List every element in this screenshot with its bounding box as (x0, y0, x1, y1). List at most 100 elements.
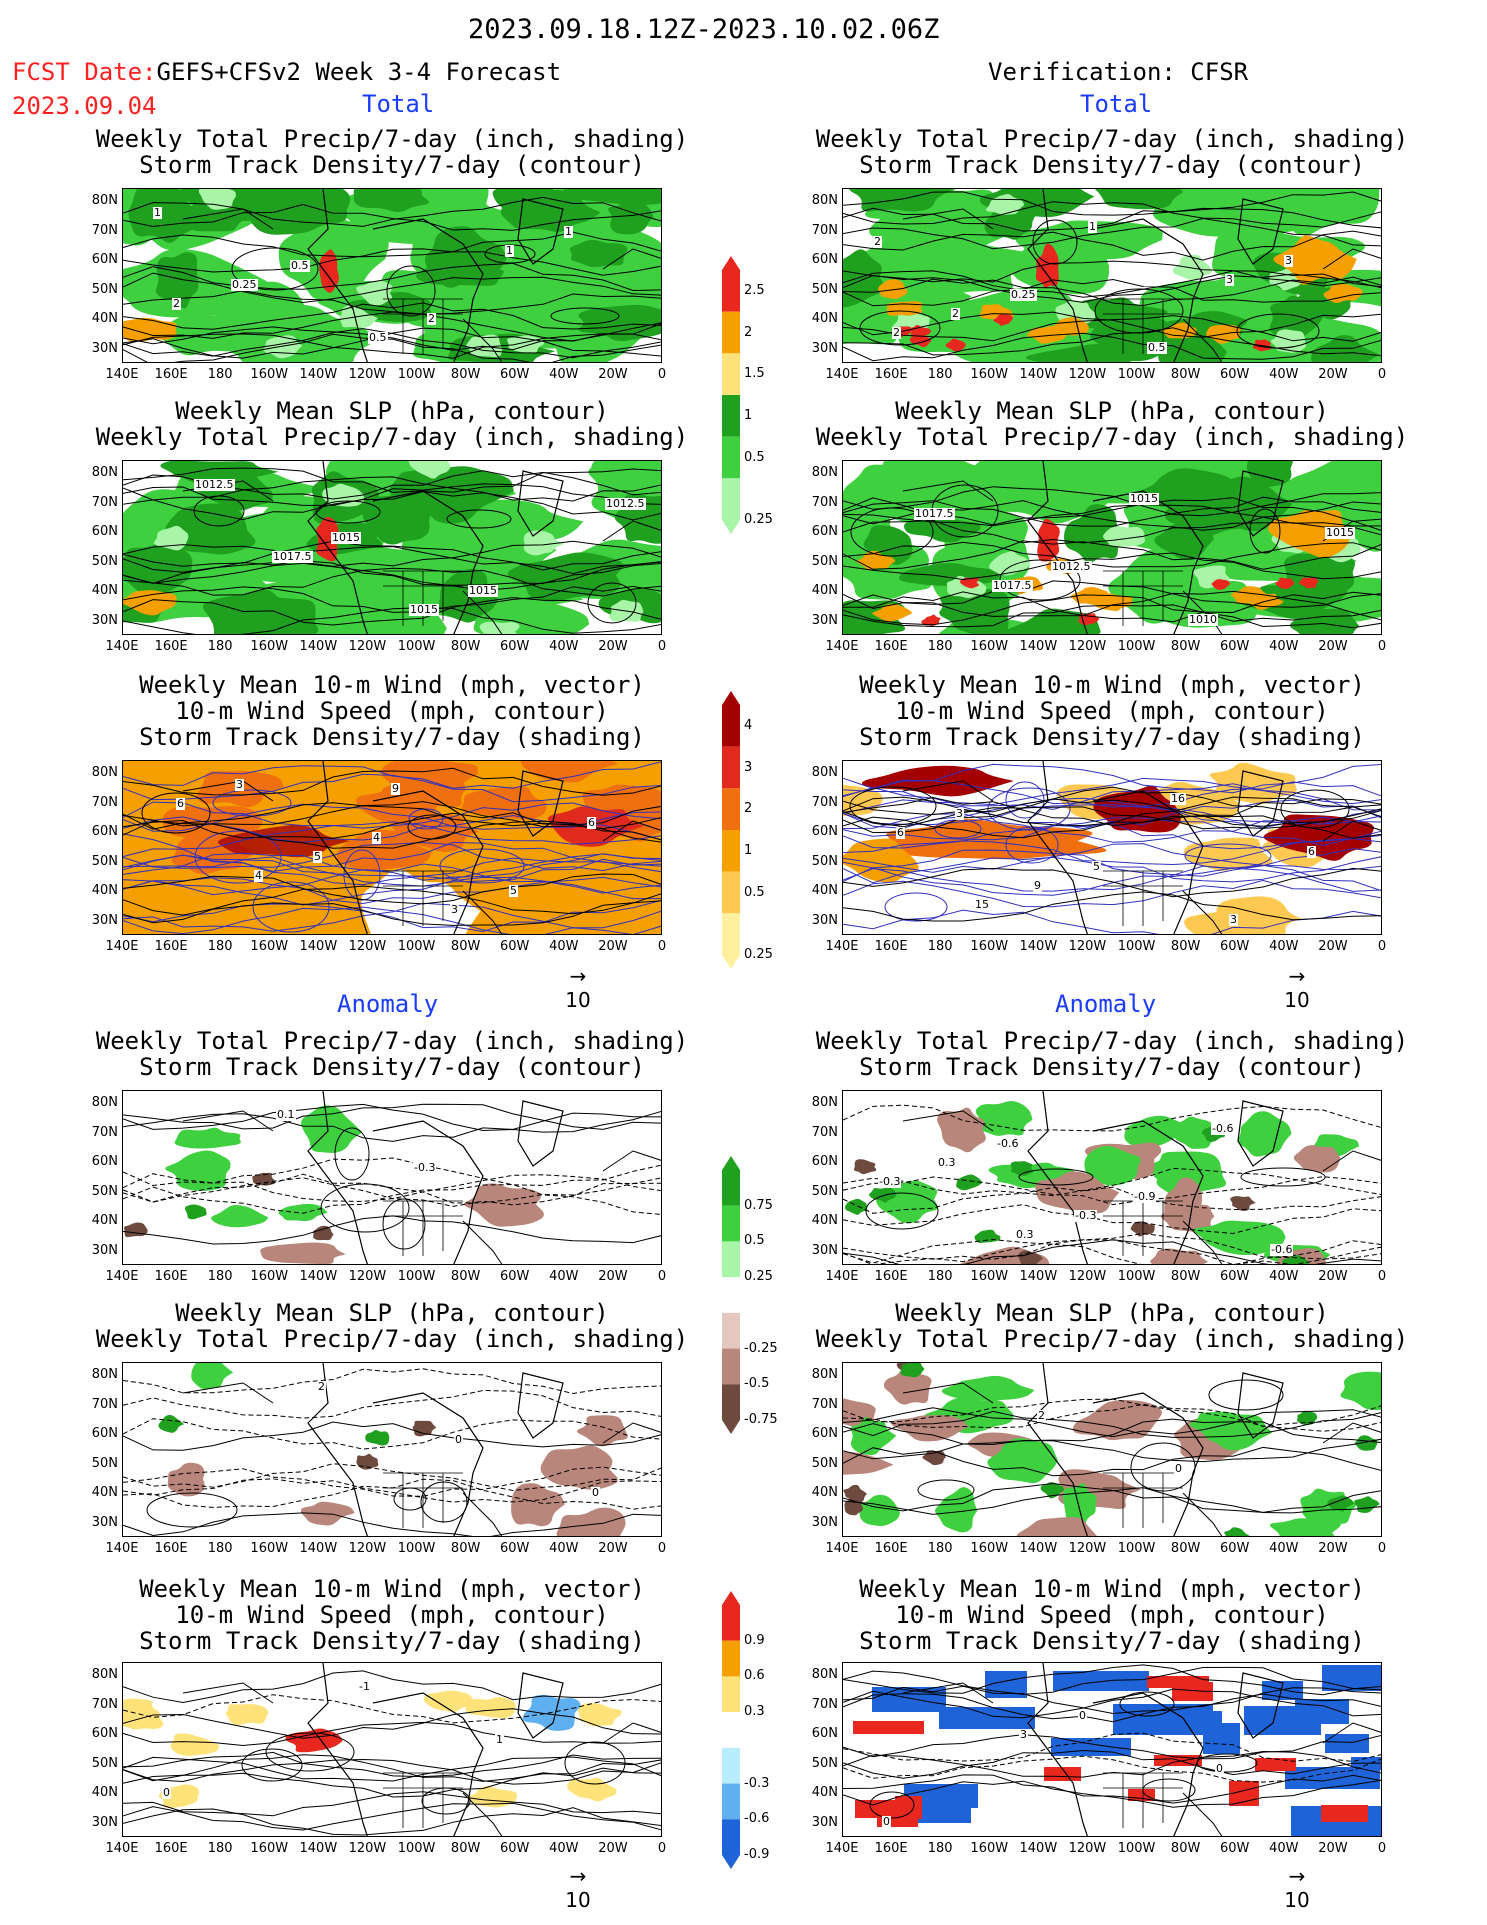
verification-wind_storm-title-line-3: Storm Track Density/7-day (shading) (859, 723, 1365, 751)
lat-label: 60N (811, 252, 838, 267)
contour-label: 0.5 (1147, 341, 1167, 354)
lon-label: 20W (1318, 1269, 1348, 1284)
verification-anom_slp-title-line-1: Weekly Mean SLP (hPa, contour) (895, 1299, 1329, 1327)
verification-slp_precip-title-line-1: Weekly Mean SLP (hPa, contour) (895, 397, 1329, 425)
lat-label: 40N (811, 1213, 838, 1228)
lon-label: 80W (1170, 939, 1201, 954)
colorbar-label: 1 (744, 407, 753, 423)
lon-label: 80W (1170, 1841, 1201, 1856)
lat-label: 40N (91, 1785, 118, 1800)
forecast-precip_storm-title-line-1: Weekly Total Precip/7-day (inch, shading… (95, 125, 689, 153)
lon-label: 140E (825, 639, 859, 654)
lat-label: 70N (811, 222, 838, 238)
lat-label: 30N (811, 912, 838, 928)
verification-anom_wind-title-line-2: 10-m Wind Speed (mph, contour) (895, 1601, 1329, 1629)
lon-label: 60W (1220, 939, 1250, 954)
lat-label: 60N (91, 1726, 118, 1741)
colorbar-label: 4 (744, 717, 753, 733)
contour-label: 16 (1170, 792, 1186, 805)
lon-label: 0 (657, 367, 667, 382)
lon-label: 160W (970, 639, 1009, 654)
lon-label: 80W (450, 939, 481, 954)
colorbar-precip_total (722, 256, 740, 534)
contour-label: 6 (896, 826, 905, 839)
lon-label: 120W (348, 1541, 387, 1556)
lon-label: 20W (1318, 639, 1348, 654)
lon-label: 160E (874, 1269, 908, 1284)
colorbar-label: 0.5 (744, 1233, 765, 1249)
forecast-precip_storm-map: 1 0.5 2 1 0.25 0.5 1 2 (122, 188, 662, 363)
lon-label: 160W (250, 367, 289, 382)
lon-label: 0 (1377, 1269, 1387, 1284)
lat-label: 50N (91, 1455, 118, 1471)
lon-label: 80W (1170, 1269, 1201, 1284)
contour-label: 0 (591, 1486, 600, 1499)
lat-label: 60N (811, 524, 838, 539)
contour-label: -0.3 (878, 1175, 902, 1188)
contour-label: 3 (1229, 913, 1238, 926)
forecast-anom_wind-map: -1 1 0 (122, 1662, 662, 1837)
lon-label: 120W (348, 939, 387, 954)
forecast-anom_precip-title-line-2: Storm Track Density/7-day (contour) (139, 1053, 645, 1081)
forecast-slp_precip-map: 1012.5 1015 1015 1012.5 1017.5 1015 (122, 460, 662, 635)
contour-label: 3 (1019, 1728, 1028, 1741)
lon-label: 180 (207, 639, 233, 654)
lon-label: 40W (549, 1841, 579, 1856)
lon-label: 140W (1019, 1841, 1058, 1856)
lon-label: 160E (874, 639, 908, 654)
contour-label: 2 (172, 297, 181, 310)
lon-label: 60W (1220, 639, 1250, 654)
lat-label: 80N (811, 465, 838, 480)
section-total-left: Total (362, 90, 435, 118)
contour-label: 1015 (331, 531, 361, 544)
lon-label: 180 (927, 1541, 953, 1556)
colorbar-label: 2 (744, 801, 753, 817)
lat-label: 80N (91, 1367, 118, 1382)
colorbar-label: 0.25 (744, 512, 773, 527)
lon-label: 80W (450, 639, 481, 654)
lon-label: 40W (549, 939, 579, 954)
lon-label: 20W (1318, 1541, 1348, 1556)
contour-label: 1015 (1129, 492, 1159, 505)
contour-label: -0.6 (996, 1137, 1020, 1150)
lat-label: 60N (91, 1426, 118, 1441)
contour-label: 9 (391, 782, 400, 795)
lon-label: 140W (299, 939, 338, 954)
lon-label: 40W (549, 1269, 579, 1284)
colorbar-label: 2 (744, 324, 753, 340)
lon-label: 40W (1269, 939, 1299, 954)
lon-label: 20W (598, 367, 628, 382)
lat-label: 70N (91, 794, 118, 810)
verification-anom_wind-map: 0 0 0 3 (842, 1662, 1382, 1837)
lat-label: 60N (811, 1726, 838, 1741)
lon-label: 100W (397, 639, 436, 654)
lat-label: 70N (811, 1124, 838, 1140)
lon-label: 40W (549, 367, 579, 382)
lat-label: 50N (811, 853, 838, 869)
colorbar-label: -0.75 (744, 1412, 778, 1427)
lat-label: 30N (91, 1814, 118, 1830)
contour-label: -1 (358, 1680, 371, 1693)
contour-label: 2 (873, 235, 882, 248)
colorbar-label: 0.9 (744, 1632, 765, 1648)
lat-label: 30N (91, 1242, 118, 1258)
lat-label: 50N (91, 1755, 118, 1771)
lat-label: 50N (811, 1455, 838, 1471)
lon-label: 120W (1068, 939, 1107, 954)
lon-label: 40W (1269, 1841, 1299, 1856)
lon-label: 160E (154, 639, 188, 654)
lon-label: 100W (1117, 639, 1156, 654)
colorbar-label: 0.25 (744, 947, 773, 962)
lon-label: 100W (1117, 1269, 1156, 1284)
lat-label: 80N (811, 1667, 838, 1682)
lat-label: 80N (91, 1667, 118, 1682)
forecast-slp_precip-title-line-1: Weekly Mean SLP (hPa, contour) (175, 397, 609, 425)
lat-label: 30N (811, 340, 838, 356)
lon-label: 40W (1269, 1269, 1299, 1284)
lat-label: 80N (811, 193, 838, 208)
lat-label: 70N (811, 1696, 838, 1712)
lon-label: 60W (500, 1841, 530, 1856)
lat-label: 40N (811, 883, 838, 898)
lat-label: 40N (811, 583, 838, 598)
contour-label: 1017.5 (992, 579, 1033, 592)
